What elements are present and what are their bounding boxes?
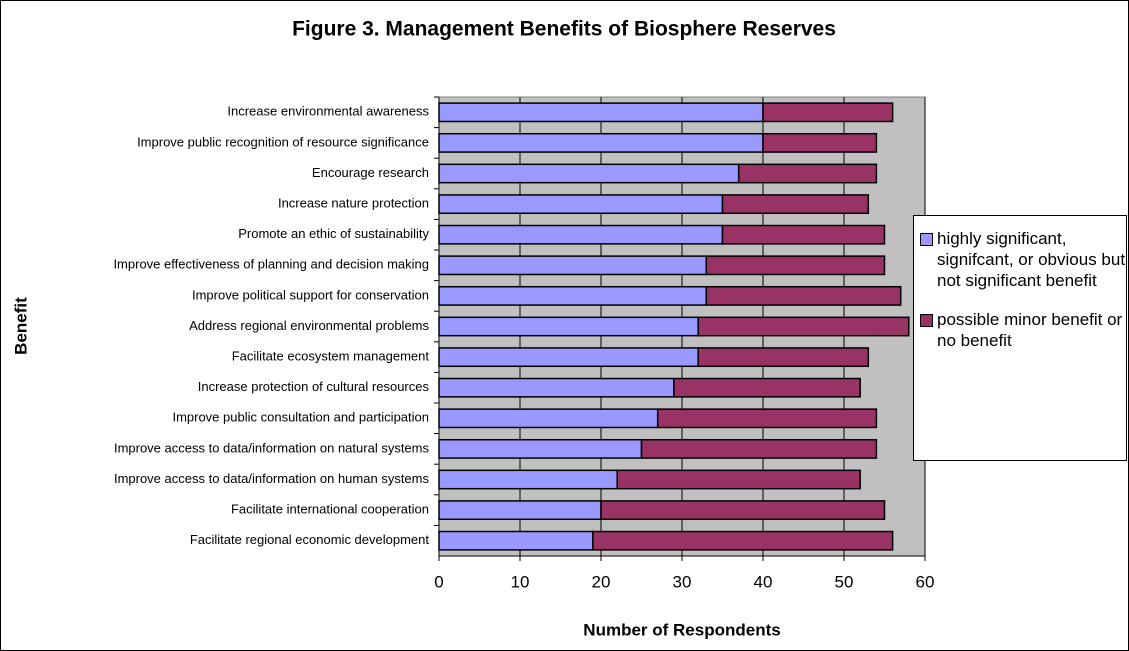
y-tick-label: Increase environmental awareness xyxy=(227,104,429,119)
bar-segment xyxy=(705,255,886,276)
bar-segment xyxy=(592,530,894,551)
y-tick-label: Promote an ethic of sustainability xyxy=(238,226,429,241)
bar-segment xyxy=(438,469,618,490)
y-tick-label: Address regional environmental problems xyxy=(189,318,429,333)
legend-label: highly significant, signifcant, or obvio… xyxy=(937,229,1126,290)
bar-segment xyxy=(438,438,643,459)
y-tick-label: Improve access to data/information on hu… xyxy=(114,471,430,486)
chart-title: Figure 3. Management Benefits of Biosphe… xyxy=(292,18,836,41)
y-tick-label: Facilitate international cooperation xyxy=(231,502,429,517)
y-tick-label: Improve access to data/information on na… xyxy=(114,440,430,455)
bar-segment xyxy=(438,377,675,398)
legend-label: possible minor benefit or no benefit xyxy=(937,310,1123,350)
bar-segment xyxy=(762,132,878,153)
bar-segment xyxy=(673,377,861,398)
y-tick-label: Improve political support for conservati… xyxy=(192,287,429,302)
bar-segment xyxy=(697,347,870,368)
bar-segment xyxy=(616,469,861,490)
legend-swatch xyxy=(920,314,933,327)
bar-segment xyxy=(721,224,886,245)
y-tick-label: Improve effectiveness of planning and de… xyxy=(113,257,429,272)
y-tick-label: Increase protection of cultural resource… xyxy=(198,379,430,394)
bar-segment xyxy=(640,438,878,459)
bar-segment xyxy=(656,408,878,429)
bar-segment xyxy=(438,408,659,429)
bar-segment xyxy=(721,194,870,215)
x-tick-label: 20 xyxy=(592,572,611,591)
bar-segment xyxy=(438,347,699,368)
x-axis-title: Number of Respondents xyxy=(583,620,780,639)
y-tick-label: Facilitate ecosystem management xyxy=(232,349,430,364)
bar-segment xyxy=(697,316,910,337)
y-tick-label: Improve public consultation and particip… xyxy=(172,410,429,425)
x-tick-label: 10 xyxy=(511,572,530,591)
bar-segment xyxy=(438,163,740,184)
y-tick-label: Facilitate regional economic development xyxy=(190,532,430,547)
legend-item: possible minor benefit or no benefit xyxy=(920,309,1126,351)
bar-segment xyxy=(705,285,902,306)
bar-segment xyxy=(438,255,708,276)
x-tick-label: 50 xyxy=(835,572,854,591)
x-tick-label: 60 xyxy=(916,572,935,591)
bar-segment xyxy=(438,500,602,521)
bar-segment xyxy=(438,194,724,215)
bar-segment xyxy=(737,163,878,184)
bar-segment xyxy=(438,224,724,245)
x-tick-label: 30 xyxy=(673,572,692,591)
legend-swatch xyxy=(920,233,933,246)
bar-segment xyxy=(600,500,886,521)
y-axis-title: Benefit xyxy=(11,297,30,355)
bar-segment xyxy=(438,132,764,153)
x-tick-label: 40 xyxy=(754,572,773,591)
y-tick-label: Encourage research xyxy=(312,165,429,180)
bar-segment xyxy=(762,102,894,123)
bar-segment xyxy=(438,285,708,306)
y-tick-label: Increase nature protection xyxy=(278,196,429,211)
bar-segment xyxy=(438,316,699,337)
legend: highly significant, signifcant, or obvio… xyxy=(913,215,1127,461)
bar-segment xyxy=(438,530,594,551)
legend-item: highly significant, signifcant, or obvio… xyxy=(920,228,1126,291)
x-tick-label: 0 xyxy=(434,572,443,591)
bar-segment xyxy=(438,102,764,123)
y-tick-label: Improve public recognition of resource s… xyxy=(137,134,429,149)
